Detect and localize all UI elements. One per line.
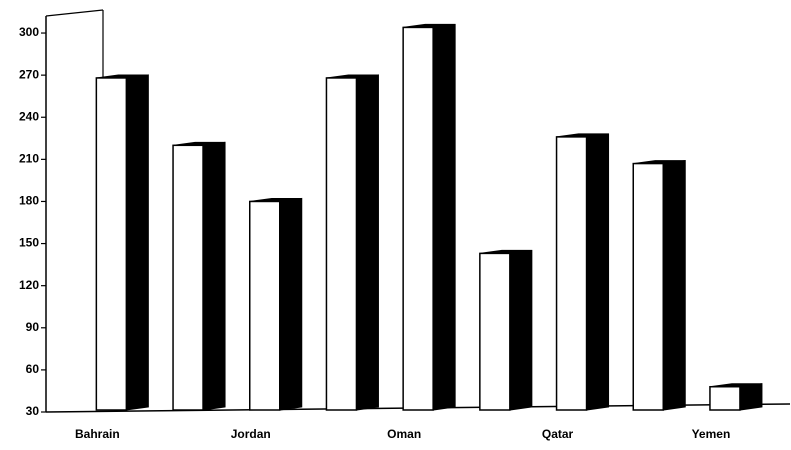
bar-side <box>509 249 533 411</box>
bar <box>479 252 511 411</box>
x-tick-label: Qatar <box>542 427 574 441</box>
y-tick-label: 270 <box>19 67 39 81</box>
bar <box>325 77 358 411</box>
bar <box>249 200 281 411</box>
bar <box>402 26 434 411</box>
y-tick-label: 210 <box>19 152 39 166</box>
y-tick-label: 240 <box>19 109 39 123</box>
x-tick-label: Yemen <box>692 427 731 441</box>
bar-side <box>662 159 686 411</box>
y-tick-label: 30 <box>26 404 40 418</box>
x-tick-label: Jordan <box>231 427 271 441</box>
y-tick-label: 150 <box>19 236 39 250</box>
x-tick-label: Oman <box>387 427 421 441</box>
y-tick-label: 120 <box>19 278 39 292</box>
y-tick-label: 180 <box>19 194 39 208</box>
bar-side <box>432 23 456 411</box>
bar <box>632 162 664 411</box>
bar-side <box>586 133 610 411</box>
y-tick-label: 90 <box>26 320 40 334</box>
bar-side <box>202 141 226 411</box>
bar-side <box>355 74 379 411</box>
top-edge <box>45 9 104 17</box>
bar <box>709 385 741 411</box>
x-tick-label: Bahrain <box>75 427 120 441</box>
bar-side <box>125 74 149 411</box>
bar <box>555 136 588 411</box>
y-tick-label: 60 <box>26 362 40 376</box>
bar <box>172 144 204 411</box>
bar <box>95 77 128 411</box>
bar-side <box>739 383 763 411</box>
bar-side <box>279 197 303 411</box>
y-tick-label: 300 <box>19 25 39 39</box>
